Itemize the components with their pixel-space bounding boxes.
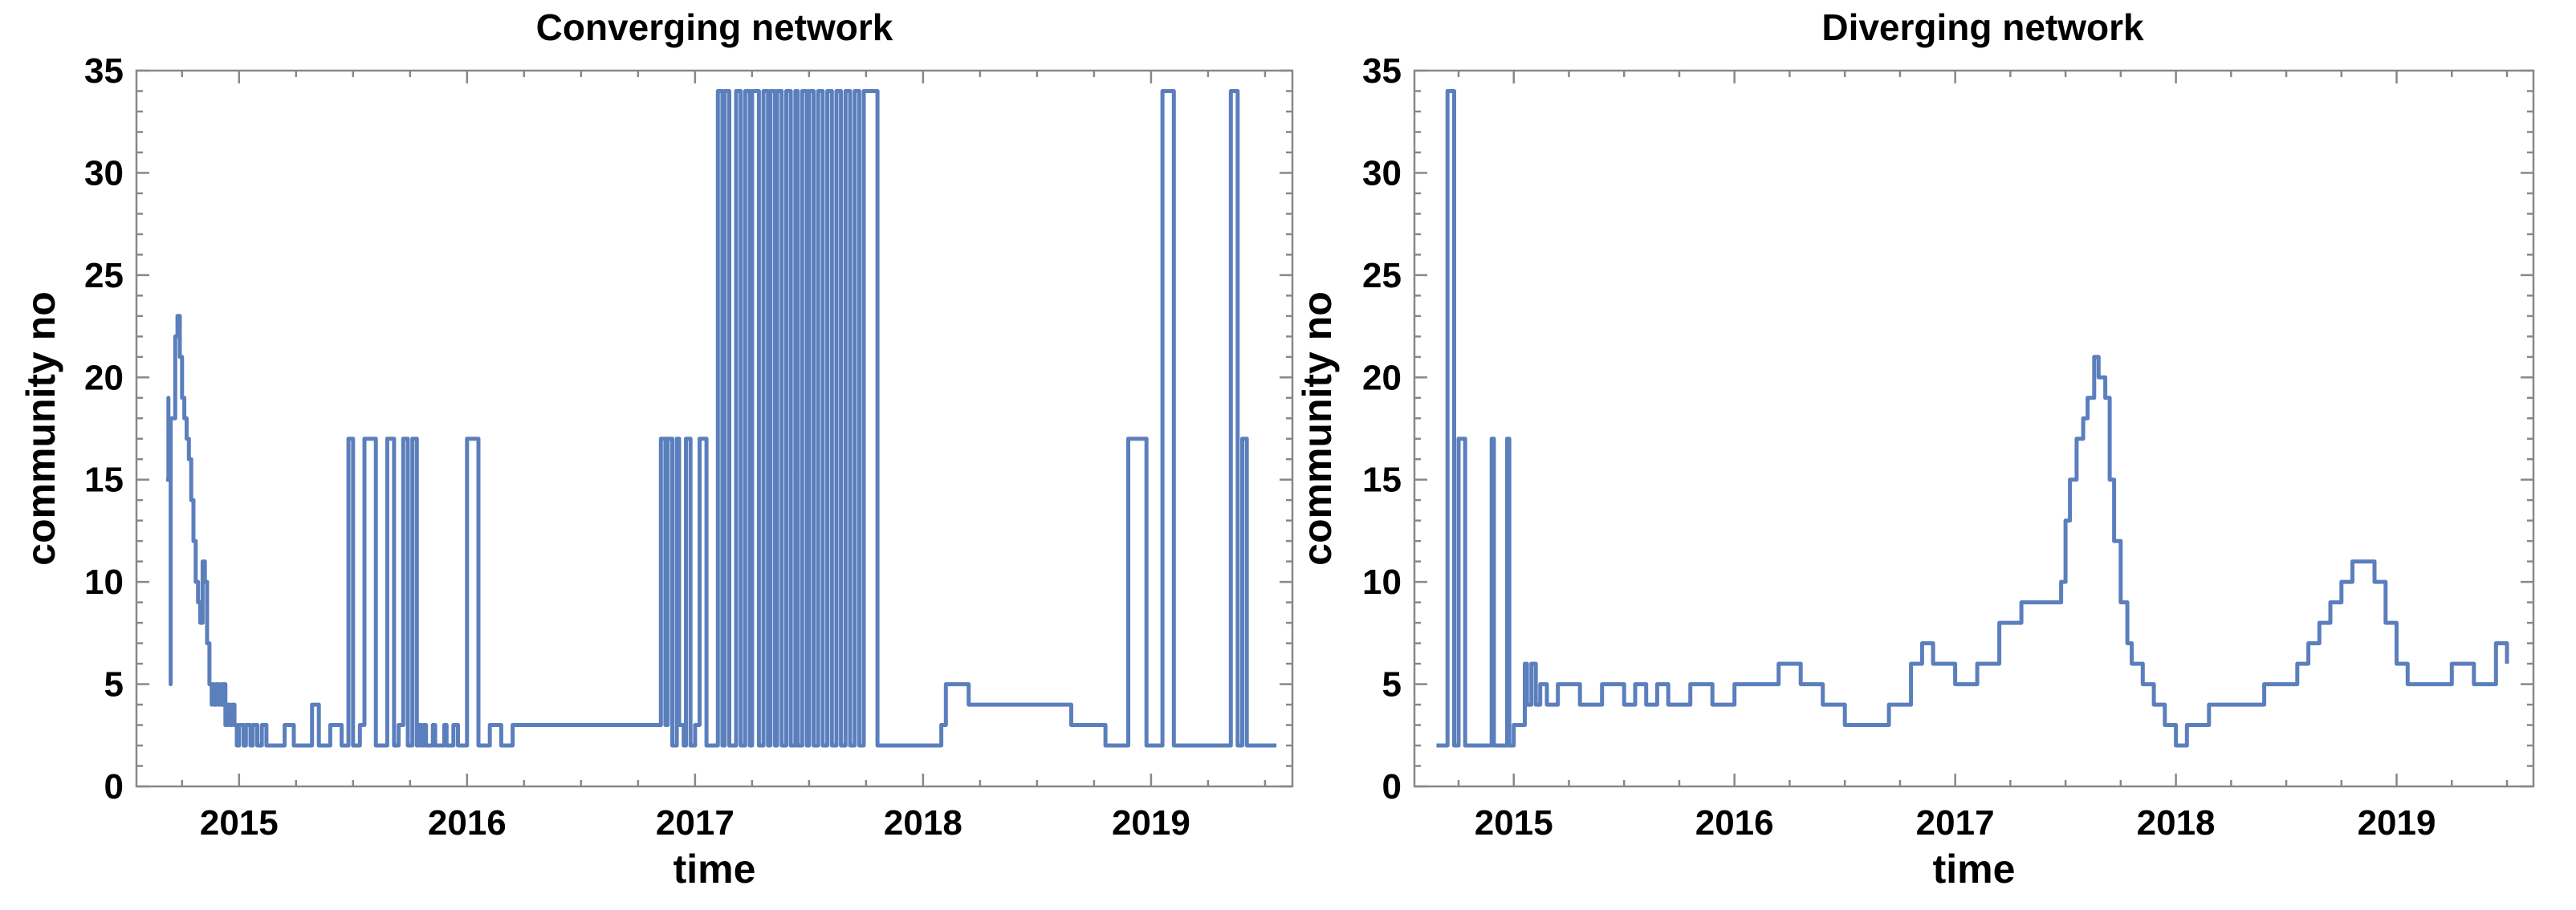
x-tick-label: 2015 [1475, 803, 1553, 843]
chart-title: Diverging network [1821, 6, 2144, 48]
y-tick-label: 20 [1362, 358, 1402, 397]
y-tick-label: 30 [1362, 153, 1402, 193]
x-tick-label: 2018 [884, 803, 962, 843]
y-tick-label: 5 [1382, 665, 1402, 705]
x-tick-label: 2016 [428, 803, 507, 843]
y-tick-label: 25 [1362, 256, 1402, 295]
x-tick-label: 2018 [2137, 803, 2216, 843]
series-line [165, 89, 1277, 748]
y-tick-label: 15 [84, 461, 124, 500]
y-tick-label: 15 [1362, 461, 1402, 500]
plot-frame [135, 69, 1294, 788]
plot-frame [1413, 69, 2535, 788]
y-axis-label: community no [18, 291, 63, 566]
y-tick-label: 30 [84, 153, 124, 193]
chart-panel-diverging: Diverging network 0 5 10 15 20 25 30 35 2015 2016 2… [1295, 6, 2535, 892]
chart-title: Converging network [536, 6, 893, 48]
x-tick-label: 2017 [1916, 803, 1995, 843]
chart-panel-converging: Converging network 0 5 10 15 20 25 30 35 2015 2016… [18, 6, 1294, 892]
y-tick-label: 20 [84, 358, 124, 397]
y-tick-label: 35 [84, 51, 124, 91]
x-tick-label: 2016 [1695, 803, 1774, 843]
x-axis-label: time [674, 847, 756, 892]
x-tick-label: 2017 [656, 803, 735, 843]
y-tick-label: 10 [1362, 563, 1402, 602]
x-axis-label: time [1933, 847, 2016, 892]
y-tick-label: 10 [84, 563, 124, 602]
y-tick-label: 5 [104, 665, 124, 705]
x-tick-label: 2019 [1112, 803, 1190, 843]
y-tick-label: 25 [84, 256, 124, 295]
y-axis-label: community no [1295, 291, 1340, 566]
x-tick-label: 2015 [200, 803, 279, 843]
series-line [1436, 89, 2509, 748]
y-tick-label: 0 [1382, 767, 1402, 806]
x-tick-label: 2019 [2358, 803, 2436, 843]
y-tick-label: 35 [1362, 51, 1402, 91]
y-tick-label: 0 [104, 767, 124, 806]
